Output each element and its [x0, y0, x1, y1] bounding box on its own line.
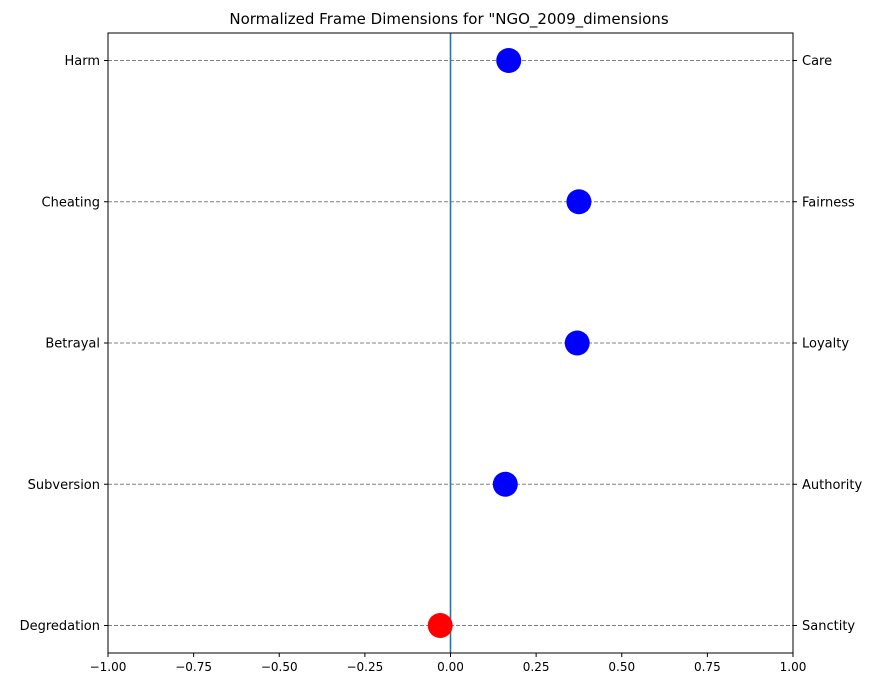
data-point — [492, 471, 518, 497]
right-label: Loyalty — [802, 337, 849, 352]
x-axis-ticks: −1.00 −0.75 −0.50 −0.25 0.00 0.25 0.50 0.75 1.00 — [90, 653, 807, 674]
x-tick-label: 0.00 — [437, 660, 464, 674]
x-tick-label: −0.25 — [346, 660, 383, 674]
x-tick-label: −1.00 — [90, 660, 127, 674]
right-label: Sanctity — [802, 619, 855, 634]
data-point — [564, 330, 590, 356]
plot-frame — [107, 32, 794, 654]
data-points — [427, 48, 592, 638]
data-point — [496, 48, 522, 73]
left-label: Harm — [64, 54, 100, 69]
x-tick-label: 0.75 — [694, 660, 721, 674]
data-point — [427, 613, 453, 638]
x-tick-label: 0.25 — [523, 660, 550, 674]
left-axis-labels: Harm Cheating Betrayal Subversion Degredatio… — [20, 54, 108, 634]
x-tick-label: −0.75 — [175, 660, 212, 674]
left-label: Subversion — [28, 478, 100, 493]
data-point — [566, 189, 592, 215]
right-axis-labels: Care Fairness Loyalty Authority Sanctity — [793, 54, 862, 634]
right-label: Care — [802, 54, 832, 69]
chart-title: Normalized Frame Dimensions for "NGO_200… — [229, 10, 668, 29]
right-label: Fairness — [802, 195, 855, 210]
x-tick-label: −0.50 — [261, 660, 298, 674]
left-label: Betrayal — [45, 337, 100, 352]
left-label: Cheating — [42, 195, 100, 210]
x-tick-label: 0.50 — [608, 660, 635, 674]
right-label: Authority — [802, 478, 862, 493]
x-tick-label: 1.00 — [780, 660, 807, 674]
left-label: Degredation — [20, 619, 100, 634]
